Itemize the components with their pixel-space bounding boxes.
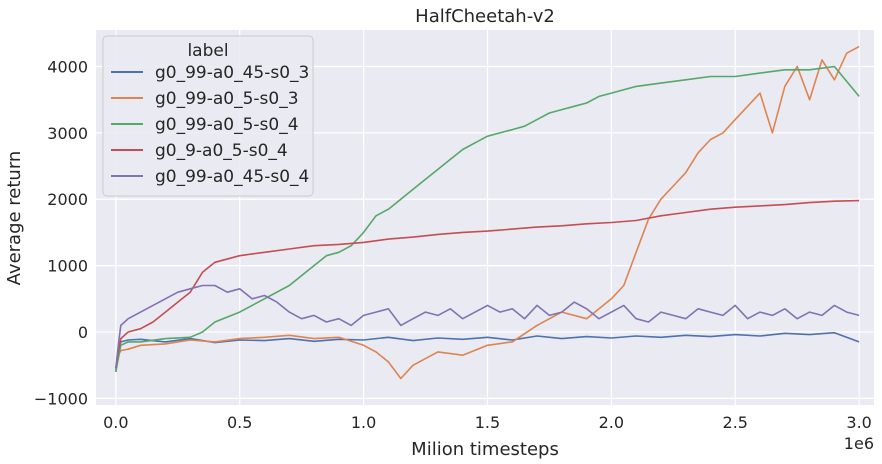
y-tick-label: 0 xyxy=(78,323,88,342)
series-line-1 xyxy=(115,331,860,372)
series-line-5 xyxy=(115,284,860,369)
tick-labels: 0.0 0.5 1.0 1.5 2.0 2.5 3.0 −1000 0 1000 2000 3000 4… xyxy=(34,58,872,432)
x-tick-label: 2.5 xyxy=(723,413,748,432)
y-tick-label: 1000 xyxy=(47,257,88,276)
y-tick-label: 3000 xyxy=(47,124,88,143)
legend-label: g0_99-a0_5-s0_4 xyxy=(155,115,299,135)
legend-label: g0_99-a0_5-s0_3 xyxy=(155,89,299,109)
legend: label g0_99-a0_45-s0_3g0_99-a0_5-s0_3g0_… xyxy=(102,35,314,197)
series-layer xyxy=(115,45,860,380)
legend-label: g0_99-a0_45-s0_3 xyxy=(155,63,309,83)
x-axis-offset-label: 1e6 xyxy=(844,434,874,453)
y-tick-label: 2000 xyxy=(47,190,88,209)
legend-items: g0_99-a0_45-s0_3 g0_99-a0_5-s0_3 g0_99-a0_… xyxy=(111,63,309,187)
legend-title: label xyxy=(187,41,228,61)
legend-label: g0_99-a0_45-s0_4 xyxy=(155,167,309,187)
legend-label: g0_9-a0_5-s0_4 xyxy=(155,141,288,161)
x-tick-label: 3.0 xyxy=(846,413,871,432)
series-line-3 xyxy=(115,65,860,372)
y-axis-title: Average return xyxy=(4,151,25,286)
x-tick-label: 1.0 xyxy=(351,413,376,432)
series-line-2 xyxy=(115,45,860,380)
x-axis-title: Milion timesteps xyxy=(411,439,559,460)
x-tick-label: 0.5 xyxy=(227,413,252,432)
x-tick-label: 2.0 xyxy=(599,413,624,432)
y-tick-label: 4000 xyxy=(47,58,88,77)
x-tick-label: 0.0 xyxy=(103,413,128,432)
series-line-4 xyxy=(115,199,860,369)
legend-box xyxy=(102,35,314,197)
x-tick-label: 1.5 xyxy=(475,413,500,432)
y-tick-label: −1000 xyxy=(34,389,88,408)
chart-title: HalfCheetah-v2 xyxy=(415,6,555,27)
